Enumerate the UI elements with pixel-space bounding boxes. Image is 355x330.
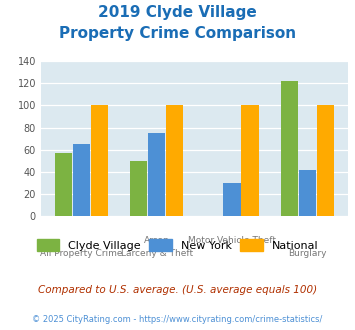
Text: All Property Crime: All Property Crime [40, 249, 123, 258]
Bar [166, 105, 184, 216]
Bar [73, 144, 90, 216]
Text: Burglary: Burglary [288, 249, 327, 258]
Bar [148, 133, 165, 216]
Bar [55, 153, 72, 216]
Bar [130, 161, 147, 216]
Text: 2019 Clyde Village: 2019 Clyde Village [98, 5, 257, 20]
Text: Arson: Arson [144, 236, 170, 245]
Bar [317, 105, 334, 216]
Bar [241, 105, 259, 216]
Bar [299, 170, 316, 216]
Bar [223, 183, 241, 216]
Text: Motor Vehicle Theft: Motor Vehicle Theft [188, 236, 276, 245]
Text: Compared to U.S. average. (U.S. average equals 100): Compared to U.S. average. (U.S. average … [38, 285, 317, 295]
Legend: Clyde Village, New York, National: Clyde Village, New York, National [32, 235, 323, 255]
Bar [280, 81, 298, 216]
Bar [91, 105, 108, 216]
Text: Larceny & Theft: Larceny & Theft [121, 249, 193, 258]
Text: Property Crime Comparison: Property Crime Comparison [59, 26, 296, 41]
Text: © 2025 CityRating.com - https://www.cityrating.com/crime-statistics/: © 2025 CityRating.com - https://www.city… [32, 315, 323, 324]
